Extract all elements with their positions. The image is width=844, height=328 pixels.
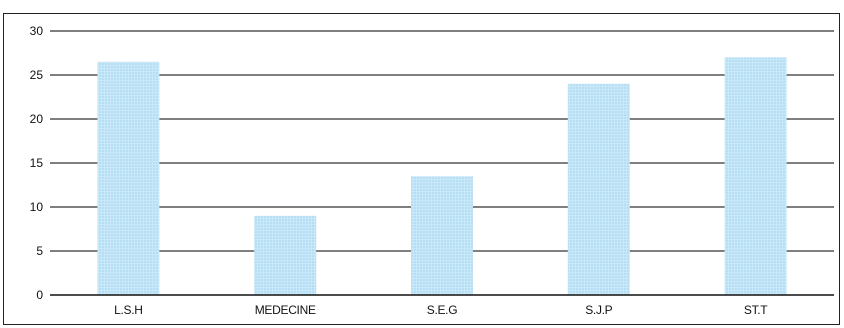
x-category-label: L.S.H: [114, 303, 143, 317]
x-category-label: S.J.P: [585, 303, 612, 317]
y-tick-label: 20: [30, 112, 44, 126]
bar-s-e-g: [411, 176, 473, 295]
y-tick-label: 0: [36, 288, 43, 302]
bar-s-j-p: [567, 83, 630, 295]
y-tick-label: 5: [36, 244, 43, 258]
x-category-label: S.E.G: [427, 303, 458, 317]
x-category-label: MEDECINE: [255, 303, 316, 317]
y-tick-label: 25: [30, 68, 44, 82]
y-tick-label: 15: [30, 156, 44, 170]
bar-medecine: [254, 215, 317, 295]
x-category-labels: L.S.H MEDECINE S.E.G S.J.P ST.T: [114, 303, 768, 317]
bar-st-t: [724, 57, 787, 296]
y-tick-labels: 0 5 10 15 20 25 30: [30, 24, 44, 302]
bars: [97, 57, 787, 296]
grid-lines: [50, 30, 834, 252]
y-tick-label: 10: [30, 200, 44, 214]
x-category-label: ST.T: [744, 303, 768, 317]
bar-l-s-h: [97, 61, 160, 295]
y-tick-label: 30: [30, 24, 44, 38]
